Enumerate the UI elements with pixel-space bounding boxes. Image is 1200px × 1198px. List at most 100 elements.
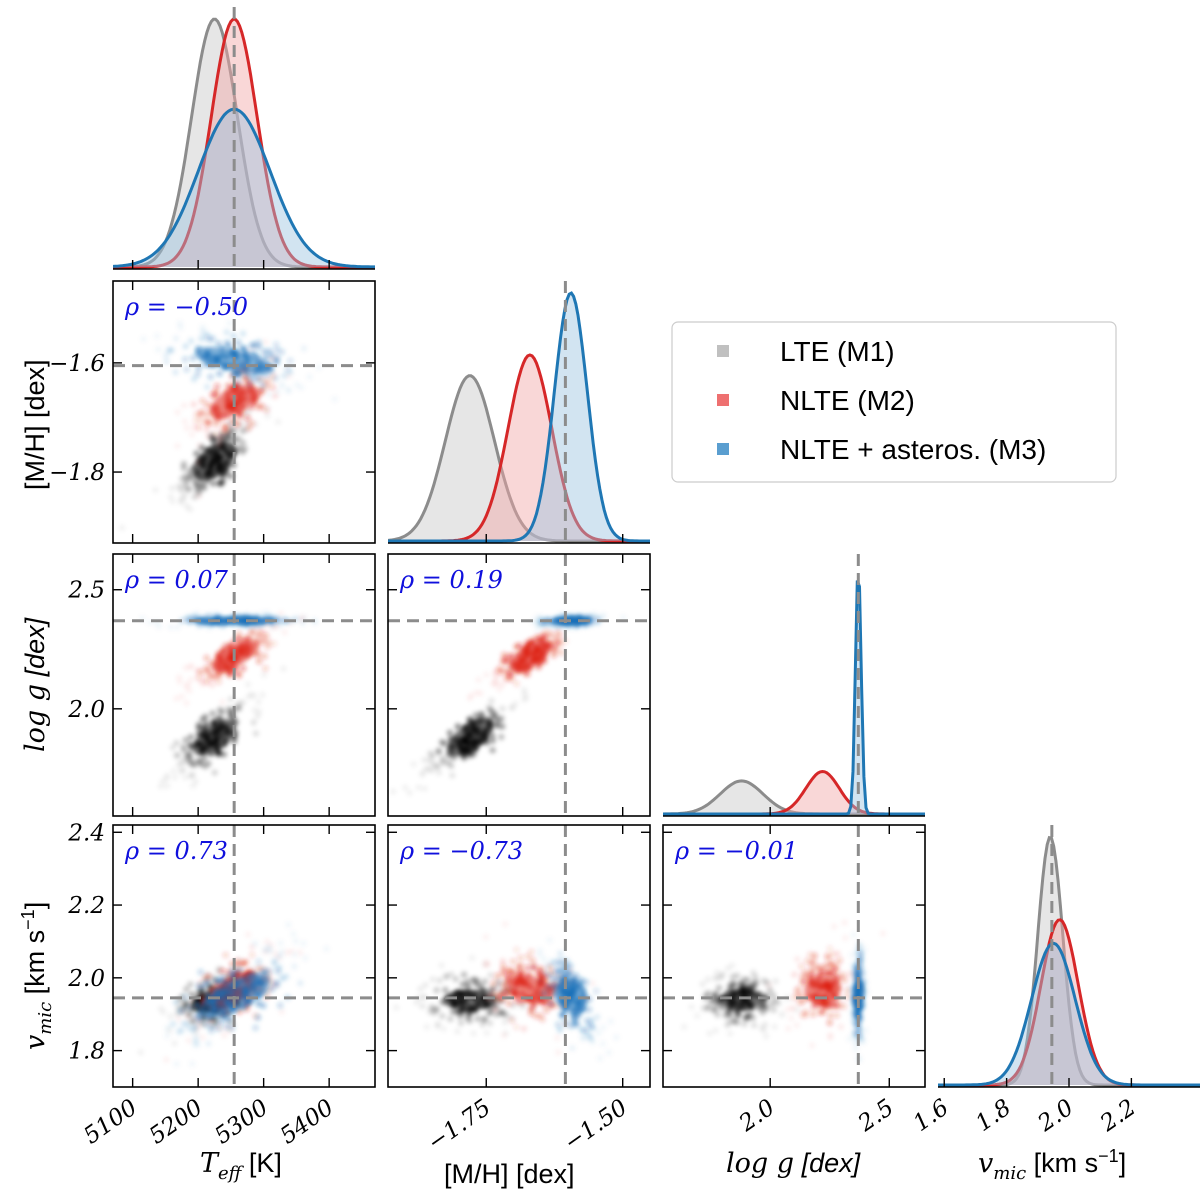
kde-line-mh-2 — [388, 291, 650, 543]
cloud-point — [205, 669, 212, 676]
cloud-point — [554, 1021, 562, 1028]
panel-content — [680, 919, 887, 1063]
ytick-label: 2.5 — [67, 578, 105, 604]
cloud-point — [509, 958, 517, 965]
cloud-point — [189, 355, 197, 362]
cloud-point — [174, 624, 181, 631]
cloud-point — [724, 965, 732, 972]
cloud-point — [505, 1000, 513, 1007]
cloud-point — [435, 747, 442, 754]
cloud-point — [216, 1018, 224, 1025]
cloud-point — [487, 971, 494, 979]
cloud-point — [762, 1033, 770, 1040]
cloud-point — [252, 730, 260, 737]
cloud-point — [217, 978, 224, 986]
cloud-point — [753, 979, 760, 986]
cloud-point — [826, 945, 833, 952]
cloud-point — [787, 1014, 795, 1022]
cloud-point — [534, 614, 541, 621]
cloud-point — [227, 695, 234, 703]
cloud-point — [188, 431, 196, 438]
cloud-point — [826, 970, 834, 977]
cloud-point — [287, 357, 294, 364]
cloud-point — [170, 767, 177, 775]
cloud-point — [262, 947, 269, 954]
cloud-point — [499, 958, 506, 965]
cloud-point — [172, 369, 179, 376]
cloud-point — [558, 649, 565, 656]
cloud-point — [205, 973, 212, 980]
cloud-point — [443, 973, 450, 980]
cloud-point — [513, 643, 520, 650]
legend-label-lte: LTE (M1) — [780, 336, 895, 367]
cloud-point — [513, 680, 520, 687]
cloud-point — [239, 665, 247, 672]
cloud-point — [181, 747, 188, 754]
cloud-point — [230, 332, 237, 339]
cloud-point — [162, 352, 170, 359]
cloud-point — [189, 1060, 196, 1068]
cloud-point — [180, 460, 188, 468]
cloud-point — [791, 971, 798, 978]
cloud-point — [189, 771, 196, 779]
cloud-point — [712, 1027, 719, 1034]
cloud-point — [583, 1017, 591, 1024]
cloud-point — [187, 337, 195, 345]
legend-label-asteros: NLTE + asteros. (M3) — [780, 434, 1046, 465]
cloud-point — [595, 1029, 602, 1037]
cloud-point — [705, 1003, 712, 1010]
ylabel-vmic: vmic [km s−1] — [18, 902, 56, 1050]
cloud-point — [607, 1018, 614, 1025]
cloud-point — [263, 938, 271, 945]
cloud-point — [524, 670, 531, 677]
cloud-point — [244, 371, 251, 378]
cloud-point — [827, 1012, 834, 1019]
cloud-point — [187, 663, 195, 670]
cloud-point — [198, 408, 206, 415]
cloud-point — [181, 418, 188, 425]
cloud-point — [283, 949, 291, 956]
cloud-point — [178, 693, 185, 700]
cloud-point — [244, 931, 252, 938]
cloud-point — [546, 936, 553, 944]
cloud-point — [814, 964, 822, 971]
cloud-point — [259, 381, 267, 388]
cloud-point — [237, 636, 244, 644]
cloud-point — [839, 972, 847, 979]
cloud-point — [833, 1003, 840, 1010]
cloud-point — [278, 382, 286, 389]
cloud-point — [152, 486, 159, 494]
cloud-point — [215, 340, 222, 347]
cloud-point — [236, 444, 243, 452]
cloud-point — [439, 1012, 446, 1020]
cloud-point — [830, 923, 838, 930]
cloud-point — [198, 335, 205, 342]
cloud-point — [169, 485, 176, 492]
cloud-point — [680, 1023, 688, 1031]
correlation-label: ρ = 0.19 — [399, 566, 503, 594]
cloud-point — [268, 352, 275, 359]
cloud-point — [251, 692, 258, 699]
cloud-point — [264, 412, 271, 420]
cloud-point — [262, 338, 269, 346]
cloud-point — [555, 630, 562, 637]
ylabel-logg: log g [dex] — [20, 616, 51, 752]
cloud-point — [278, 948, 286, 956]
cloud-point — [274, 418, 282, 426]
cloud-point — [717, 974, 724, 981]
cloud-point — [195, 983, 202, 990]
cloud-point — [182, 736, 189, 744]
panel-vmic-vs-teff: ρ = 0.73 2.4 2.2 2.0 1.8 5100 5200 5300 5400 — [67, 820, 376, 1149]
cloud-point — [809, 958, 817, 966]
cloud-point — [771, 1023, 778, 1030]
panel-frame — [387, 824, 651, 1088]
cloud-point — [231, 971, 238, 978]
cloud-point — [440, 1025, 447, 1033]
cloud-point — [297, 979, 304, 987]
cloud-point — [402, 784, 409, 791]
cloud-point — [417, 985, 424, 993]
cloud-point — [184, 1014, 191, 1021]
cloud-point — [785, 1025, 792, 1032]
cloud-point — [209, 391, 216, 399]
correlation-label: ρ = −0.50 — [124, 293, 248, 321]
